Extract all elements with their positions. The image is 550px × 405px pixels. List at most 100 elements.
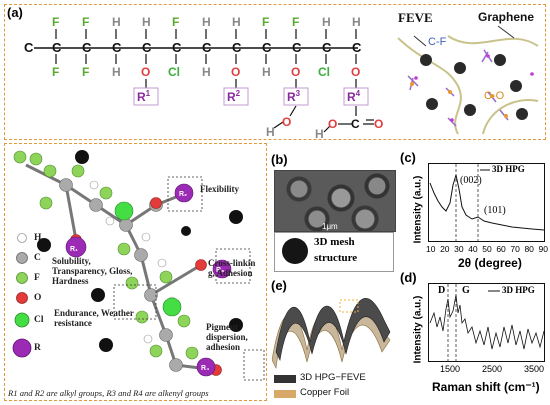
feve-label: FEVE <box>398 10 433 25</box>
atom-c: C <box>352 40 362 55</box>
svg-text:O: O <box>282 115 291 129</box>
annotation-solubility: Solubility, Transparency, Gloss, Hardnes… <box>52 256 133 286</box>
raman-legend: 3D HPG <box>502 285 535 295</box>
svg-text:R3: R3 <box>287 89 301 104</box>
svg-text:Cl: Cl <box>168 65 180 79</box>
svg-text:H: H <box>202 15 211 29</box>
mesh-caption-2: structure <box>314 252 358 264</box>
atom-c: C <box>232 40 242 55</box>
legend-copper: Copper Foil <box>300 387 350 398</box>
svg-text:R₁: R₁ <box>70 246 78 253</box>
xrd-xticks: 10 20 30 40 50 60 70 80 90 <box>426 244 548 256</box>
svg-text:O: O <box>141 65 150 79</box>
legend-swatch-copper <box>274 390 296 398</box>
xrd-xtick: 40 <box>468 244 478 254</box>
molecule-model: R₂ R₁ R₃ R₄ <box>13 150 265 381</box>
svg-text:F: F <box>82 65 89 79</box>
panel-a-box <box>4 4 546 140</box>
svg-text:F: F <box>262 15 269 29</box>
legend-r: R <box>34 343 41 353</box>
panel-e-label: (e) <box>271 278 287 293</box>
svg-text:Cl: Cl <box>318 65 330 79</box>
svg-text:H: H <box>266 125 275 138</box>
annotation-flexibility: Flexibility <box>200 184 239 194</box>
raman-xtick: 1500 <box>440 364 461 374</box>
raman-xticks: 1500 2500 3500 <box>440 364 544 376</box>
co-bond-label: C-O <box>484 90 505 102</box>
panel-d-label: (d) <box>400 270 417 285</box>
raman-plot <box>428 283 545 362</box>
svg-text:F: F <box>172 15 179 29</box>
svg-text:H: H <box>112 65 121 79</box>
atom-c: C <box>82 40 92 55</box>
panel-b-label: (b) <box>271 152 288 167</box>
svg-text:C: C <box>351 117 360 131</box>
xrd-xtick: 30 <box>454 244 464 254</box>
xrd-legend: 3D HPG <box>492 164 525 174</box>
xrd-xtick: 70 <box>510 244 520 254</box>
xrd-peak-002: (002) <box>460 175 482 186</box>
graphene-sheet <box>420 54 528 120</box>
atom-c: C <box>292 40 302 55</box>
annotation-pigment: Pigment dispersion, adhesion <box>206 322 248 352</box>
cf-bond-label: C-F <box>428 36 447 48</box>
legend-h: H <box>34 233 42 243</box>
atom-c: C <box>52 40 62 55</box>
graphene-schematic: FEVE Graphene C-F C-O <box>388 6 544 138</box>
svg-text:O: O <box>291 65 300 79</box>
atom-c: C <box>112 40 122 55</box>
svg-text:H: H <box>142 15 151 29</box>
raman-xtick: 3500 <box>523 364 544 374</box>
svg-text:H: H <box>322 15 331 29</box>
panel-c-label: (c) <box>400 150 416 165</box>
svg-text:F: F <box>82 15 89 29</box>
legend-f: F <box>34 273 40 283</box>
raman-xtick: 2500 <box>481 364 503 374</box>
annotation-crosslinking: Cross-linkin g, Adhesion <box>208 258 256 278</box>
svg-text:O: O <box>231 65 240 79</box>
xrd-xtick: 80 <box>524 244 534 254</box>
sem-scale-label: 1μm <box>322 222 338 231</box>
svg-text:R₃: R₃ <box>216 267 224 274</box>
legend-swatch-hpg <box>274 375 296 383</box>
xrd-xtick: 10 <box>426 244 436 254</box>
legend-o: O <box>34 293 42 303</box>
molecule-panel-box <box>4 143 267 401</box>
xrd-xlabel: 2θ (degree) <box>458 256 522 270</box>
svg-text:R₄: R₄ <box>201 365 209 372</box>
atom-c: C <box>202 40 212 55</box>
sem-image <box>274 170 396 232</box>
xrd-xtick: 90 <box>538 244 548 254</box>
svg-text:F: F <box>292 15 299 29</box>
legend-c: C <box>34 253 41 263</box>
svg-text:H: H <box>112 15 121 29</box>
xrd-plot <box>428 163 545 242</box>
svg-text:H: H <box>315 127 324 138</box>
atom-c: C <box>142 40 152 55</box>
feve-structure: C C C C C C C C C C C C F F H H F H H F … <box>24 15 383 138</box>
svg-text:R1: R1 <box>137 89 151 104</box>
graphene-label: Graphene <box>478 10 535 24</box>
svg-text:H: H <box>232 15 241 29</box>
svg-text:O: O <box>351 65 360 79</box>
xrd-peak-101: (101) <box>484 205 506 216</box>
svg-text:F: F <box>52 15 59 29</box>
svg-text:R2: R2 <box>227 89 241 104</box>
svg-text:R4: R4 <box>347 89 361 104</box>
svg-text:O: O <box>374 117 383 131</box>
svg-text:F: F <box>52 65 59 79</box>
svg-text:H: H <box>262 65 271 79</box>
atom-c: C <box>24 40 34 55</box>
panel-a-label: (a) <box>7 5 23 20</box>
atom-legend <box>12 232 36 380</box>
footnote: R1 and R2 are alkyl groups, R3 and R4 ar… <box>8 388 209 398</box>
legend-cl: Cl <box>34 315 44 325</box>
svg-text:R₂: R₂ <box>179 191 187 198</box>
svg-text:H: H <box>352 15 361 29</box>
svg-text:O: O <box>328 117 337 131</box>
raman-peak-g: G <box>462 285 470 296</box>
xrd-xtick: 20 <box>440 244 450 254</box>
flexible-film-illustration <box>272 298 391 370</box>
raman-ylabel: Intensity (a.u.) <box>412 295 424 364</box>
raman-peak-d: D <box>438 285 446 296</box>
